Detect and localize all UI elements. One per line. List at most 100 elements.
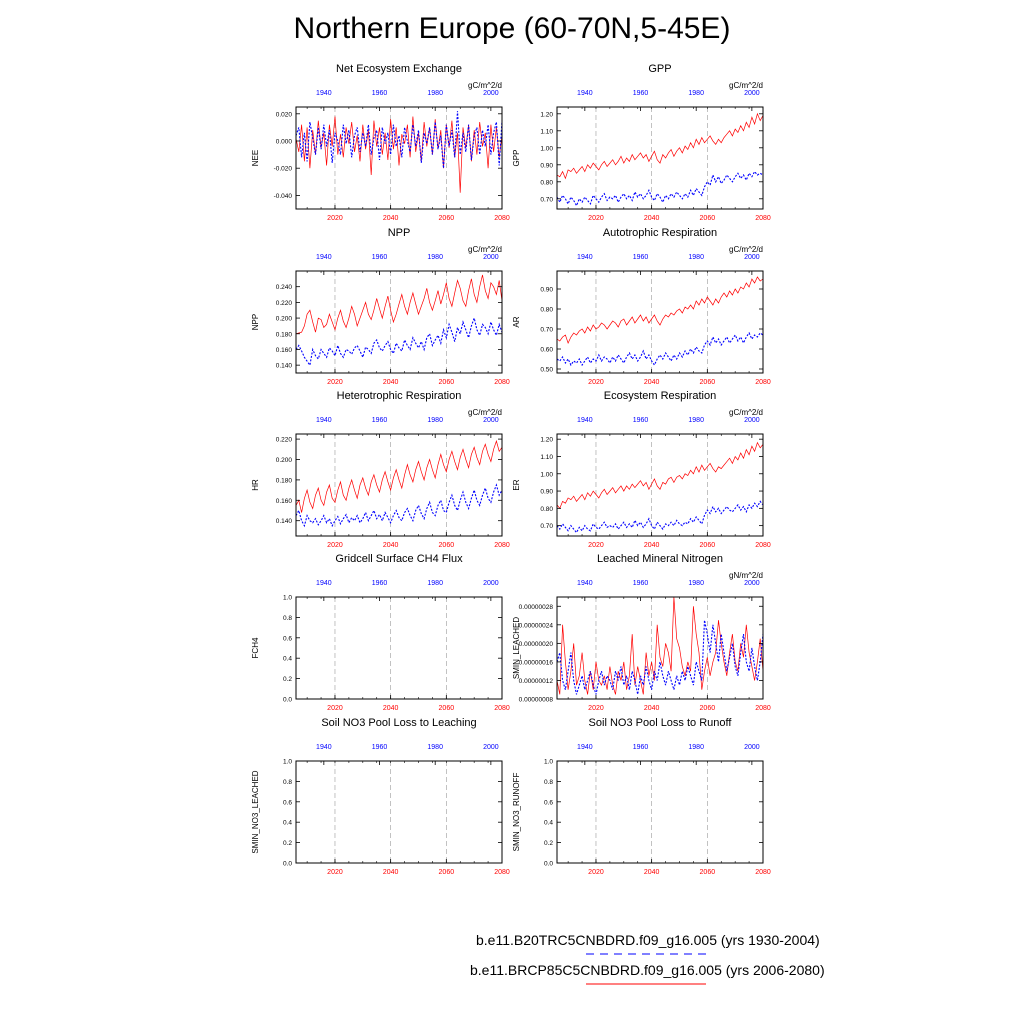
panel-fch4: Gridcell Surface CH4 Flux 2020 2040 2060 208…: [251, 553, 510, 712]
y-axis-label: AR: [512, 316, 521, 327]
y-tick-label: 0.00000008: [519, 697, 554, 704]
y-tick-label: 0.8: [283, 779, 292, 786]
panel-hr: Heterotrophic Respiration gC/m^2/d 2020 204…: [251, 390, 510, 549]
y-tick-label: 0.0: [283, 861, 292, 868]
series-line-future: [295, 116, 503, 193]
y-tick-label: 0.4: [283, 656, 292, 663]
x-tick-label-bottom: 2020: [588, 215, 604, 222]
y-tick-label: 0.220: [276, 437, 293, 444]
x-tick-label-top: 1960: [633, 744, 649, 751]
x-tick-label-top: 1980: [427, 90, 443, 97]
y-tick-label: 0.0: [283, 697, 292, 704]
x-tick-label-top: 1960: [633, 417, 649, 424]
x-tick-label-bottom: 2080: [755, 705, 771, 712]
y-axis-label: SMIN_NO3_LEACHED: [251, 770, 260, 853]
page-title: Northern Europe (60-70N,5-45E): [293, 12, 731, 45]
y-axis-label: FCH4: [251, 637, 260, 658]
y-tick-label: 0.4: [283, 820, 292, 827]
legend-historical-label: b.e11.B20TRC5CNBDRD.f09_g16.005 (yrs 193…: [476, 932, 820, 948]
panel-npp: NPP gC/m^2/d 2020 2040 2060 2080 1940 1960 1980 2…: [251, 227, 510, 386]
y-tick-label: 0.90: [540, 162, 553, 169]
panel-units: gC/m^2/d: [729, 81, 763, 90]
series-line-future: [295, 274, 503, 335]
x-tick-label-bottom: 2060: [700, 705, 716, 712]
y-tick-label: 0.50: [540, 367, 553, 374]
panel-smin-leached: Leached Mineral Nitrogen gN/m^2/d 2020 2040…: [512, 553, 771, 712]
legend-historical-swatch: [586, 953, 706, 955]
y-tick-label: 0.000: [276, 139, 293, 146]
y-tick-label: 0.90: [540, 287, 553, 294]
y-tick-label: 0.00000012: [519, 678, 554, 685]
y-tick-label: 0.00000020: [519, 641, 554, 648]
panel-title: Ecosystem Respiration: [604, 390, 717, 402]
y-tick-label: 1.0: [283, 595, 292, 602]
x-tick-label-bottom: 2060: [439, 705, 455, 712]
y-tick-label: 0.8: [544, 779, 553, 786]
x-tick-label-bottom: 2040: [644, 542, 660, 549]
x-tick-label-bottom: 2040: [383, 379, 399, 386]
x-tick-label-bottom: 2060: [700, 215, 716, 222]
x-tick-label-bottom: 2040: [644, 215, 660, 222]
x-tick-label-bottom: 2060: [700, 542, 716, 549]
x-tick-label-bottom: 2040: [383, 869, 399, 876]
y-tick-label: 0.240: [276, 284, 293, 291]
x-tick-label-top: 1960: [633, 254, 649, 261]
x-tick-label-bottom: 2060: [439, 379, 455, 386]
panel-ar: Autotrophic Respiration gC/m^2/d 2020 2040 2…: [512, 227, 771, 386]
plot-frame: [556, 433, 764, 537]
x-tick-label-bottom: 2080: [755, 869, 771, 876]
x-tick-label-bottom: 2080: [755, 215, 771, 222]
y-tick-label: 1.20: [540, 111, 553, 118]
panel-gpp: GPP gC/m^2/d 2020 2040 2060 2080 1940 1960 1980 2…: [512, 63, 771, 222]
series-line-historical: [295, 111, 503, 169]
plot-frame: [556, 596, 764, 700]
y-tick-label: 1.00: [540, 471, 553, 478]
y-tick-label: 1.20: [540, 437, 553, 444]
plot-frame: [295, 270, 503, 374]
panel-units: gC/m^2/d: [729, 245, 763, 254]
x-tick-label-bottom: 2020: [588, 869, 604, 876]
x-tick-label-bottom: 2080: [755, 379, 771, 386]
y-axis-label: NEE: [251, 150, 260, 166]
y-tick-label: 0.6: [544, 799, 553, 806]
x-tick-label-top: 2000: [744, 254, 760, 261]
x-tick-label-top: 2000: [483, 417, 499, 424]
x-tick-label-bottom: 2060: [439, 215, 455, 222]
series-line-historical: [556, 331, 764, 367]
x-tick-label-top: 1980: [427, 254, 443, 261]
x-tick-label-top: 1940: [316, 417, 332, 424]
y-axis-label: GPP: [512, 150, 521, 167]
y-tick-label: 0.90: [540, 489, 553, 496]
x-tick-label-top: 1960: [372, 417, 388, 424]
panel-title: NPP: [388, 227, 411, 239]
x-tick-label-top: 2000: [744, 580, 760, 587]
panel-title: Soil NO3 Pool Loss to Leaching: [321, 717, 476, 729]
y-tick-label: 1.10: [540, 128, 553, 135]
series-line-future: [556, 276, 764, 344]
x-tick-label-top: 1980: [688, 744, 704, 751]
panel-title: Leached Mineral Nitrogen: [597, 553, 723, 565]
legend-future-swatch: [586, 983, 706, 985]
x-tick-label-bottom: 2080: [494, 542, 510, 549]
y-tick-label: 0.2: [283, 840, 292, 847]
plot-frame: [295, 106, 503, 210]
y-axis-label: ER: [512, 479, 521, 490]
series-line-historical: [295, 316, 503, 367]
y-tick-label: 0.180: [276, 331, 293, 338]
x-tick-label-top: 2000: [483, 90, 499, 97]
x-tick-label-top: 1940: [577, 254, 593, 261]
panel-units: gC/m^2/d: [468, 245, 502, 254]
x-tick-label-bottom: 2040: [383, 542, 399, 549]
y-tick-label: 0.00000016: [519, 659, 554, 666]
x-tick-label-top: 1960: [372, 90, 388, 97]
x-tick-label-bottom: 2040: [644, 379, 660, 386]
x-tick-label-top: 1960: [372, 254, 388, 261]
x-tick-label-top: 1940: [577, 90, 593, 97]
x-tick-label-top: 1940: [316, 254, 332, 261]
plot-frame: [556, 270, 764, 374]
x-tick-label-bottom: 2080: [755, 542, 771, 549]
x-tick-label-bottom: 2080: [494, 215, 510, 222]
y-tick-label: 0.160: [276, 498, 293, 505]
y-tick-label: 0.2: [544, 840, 553, 847]
panel-title: Heterotrophic Respiration: [337, 390, 462, 402]
